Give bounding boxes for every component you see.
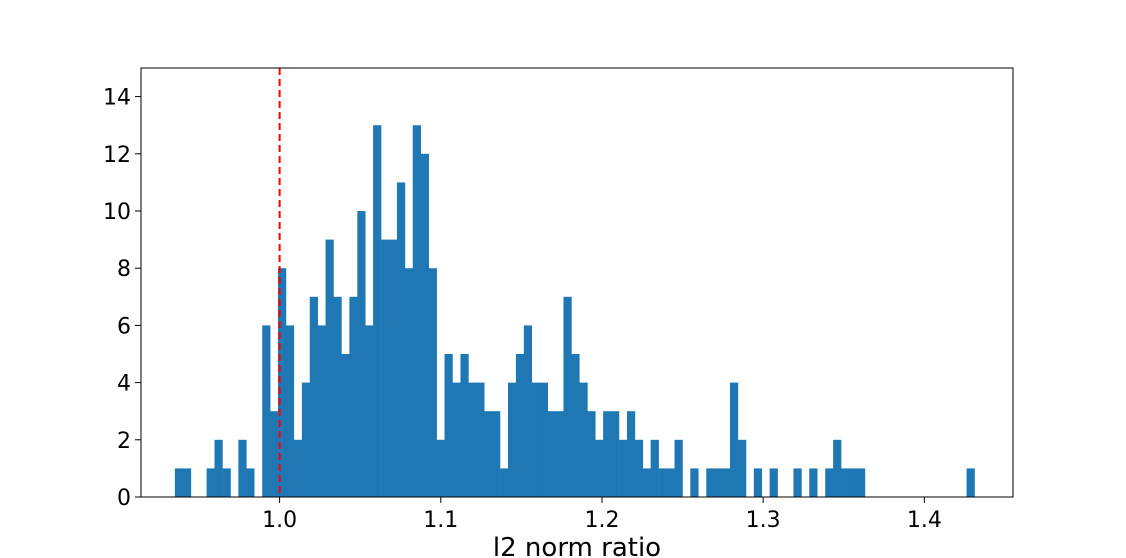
histogram-bar xyxy=(634,439,644,497)
histogram-bar xyxy=(452,382,461,497)
histogram-bar xyxy=(722,468,731,497)
histogram-bar xyxy=(650,439,659,497)
histogram-bar xyxy=(626,411,636,497)
histogram-bar xyxy=(492,411,501,497)
histogram-bar xyxy=(642,468,651,497)
histogram-bar xyxy=(309,296,318,497)
histogram-bar xyxy=(238,439,247,497)
histogram-bar xyxy=(539,382,548,497)
histogram-bar xyxy=(706,468,715,497)
histogram-bar xyxy=(603,411,612,497)
histogram-bar xyxy=(595,439,604,497)
y-tick-label: 0 xyxy=(117,486,131,511)
histogram-bar xyxy=(396,182,406,497)
histogram-bar xyxy=(619,439,628,497)
histogram-bar xyxy=(547,411,556,497)
histogram-bar xyxy=(825,468,834,497)
histogram-bar xyxy=(365,325,374,497)
x-axis-label: l2 norm ratio xyxy=(493,533,661,558)
histogram-bar xyxy=(341,354,350,497)
histogram-bar xyxy=(753,468,763,497)
histogram-bar xyxy=(270,411,279,497)
histogram-bar xyxy=(611,411,620,497)
histogram-bar xyxy=(174,468,184,497)
histogram-bar xyxy=(349,296,358,497)
plot-frame xyxy=(140,67,1014,498)
histogram-bar xyxy=(317,325,326,497)
histogram-bar xyxy=(381,239,390,497)
histogram-bar xyxy=(182,468,192,497)
histogram-bar xyxy=(508,382,517,497)
histogram-bar xyxy=(523,325,533,497)
histogram-bar xyxy=(412,125,421,497)
histogram-bar xyxy=(484,411,493,497)
histogram-bar xyxy=(841,468,850,497)
histogram-bar xyxy=(214,439,223,497)
histogram-bar xyxy=(579,382,588,497)
histogram-bar xyxy=(515,354,525,497)
histogram-bar xyxy=(222,468,231,497)
x-tick-label: 1.4 xyxy=(907,508,942,533)
histogram-bar xyxy=(246,468,255,497)
histogram-bar xyxy=(293,439,303,497)
histogram-bars xyxy=(174,125,975,498)
histogram-bar xyxy=(809,468,818,497)
histogram-bar xyxy=(729,382,739,497)
y-tick-label: 12 xyxy=(103,143,131,168)
histogram-bar xyxy=(357,211,366,497)
histogram-bar xyxy=(373,125,382,497)
histogram-bar xyxy=(389,239,398,497)
x-tick-label: 1.0 xyxy=(262,508,297,533)
histogram-bar xyxy=(404,268,414,497)
y-tick-label: 10 xyxy=(103,200,131,225)
histogram-bar xyxy=(793,468,802,497)
x-tick-label: 1.3 xyxy=(746,508,781,533)
y-tick-label: 8 xyxy=(117,257,131,282)
y-tick-label: 14 xyxy=(103,86,131,111)
histogram-bar xyxy=(769,468,778,497)
histogram-bar xyxy=(666,468,675,497)
histogram-bar xyxy=(468,382,477,497)
histogram-bar xyxy=(420,153,430,498)
x-axis: 1.0 1.1 1.2 1.3 1.4 xyxy=(262,497,942,533)
histogram-bar xyxy=(460,354,469,497)
y-tick-label: 6 xyxy=(117,314,131,339)
histogram-bar xyxy=(563,296,572,497)
histogram-bar xyxy=(966,468,975,497)
histogram-bar xyxy=(714,468,723,497)
histogram-bar xyxy=(436,439,445,497)
histogram-bar xyxy=(658,468,667,497)
histogram-bar xyxy=(301,382,311,497)
histogram-bar xyxy=(555,411,564,497)
histogram-bar xyxy=(285,325,295,497)
histogram-bar xyxy=(444,354,453,497)
histogram-bar xyxy=(500,468,509,497)
histogram-bar xyxy=(531,382,540,497)
histogram-bar xyxy=(587,411,596,497)
histogram-bar xyxy=(848,468,858,497)
y-axis: 0 2 4 6 8 10 12 14 xyxy=(103,86,141,511)
y-tick-label: 4 xyxy=(117,372,131,397)
histogram-bar xyxy=(325,239,334,497)
histogram-bar xyxy=(738,439,747,497)
histogram-bar xyxy=(571,354,580,497)
histogram-bar xyxy=(833,439,842,497)
y-tick-label: 2 xyxy=(117,429,131,454)
x-tick-label: 1.2 xyxy=(584,508,619,533)
histogram-bar xyxy=(428,268,437,497)
histogram-bar xyxy=(262,325,271,497)
histogram-bar xyxy=(333,296,342,497)
x-tick-label: 1.1 xyxy=(423,508,458,533)
histogram-bar xyxy=(278,268,287,497)
histogram-bar xyxy=(206,468,215,497)
histogram-bar xyxy=(690,468,699,497)
histogram-bar xyxy=(476,382,485,497)
histogram-bar xyxy=(674,439,683,497)
histogram-bar xyxy=(856,468,866,497)
